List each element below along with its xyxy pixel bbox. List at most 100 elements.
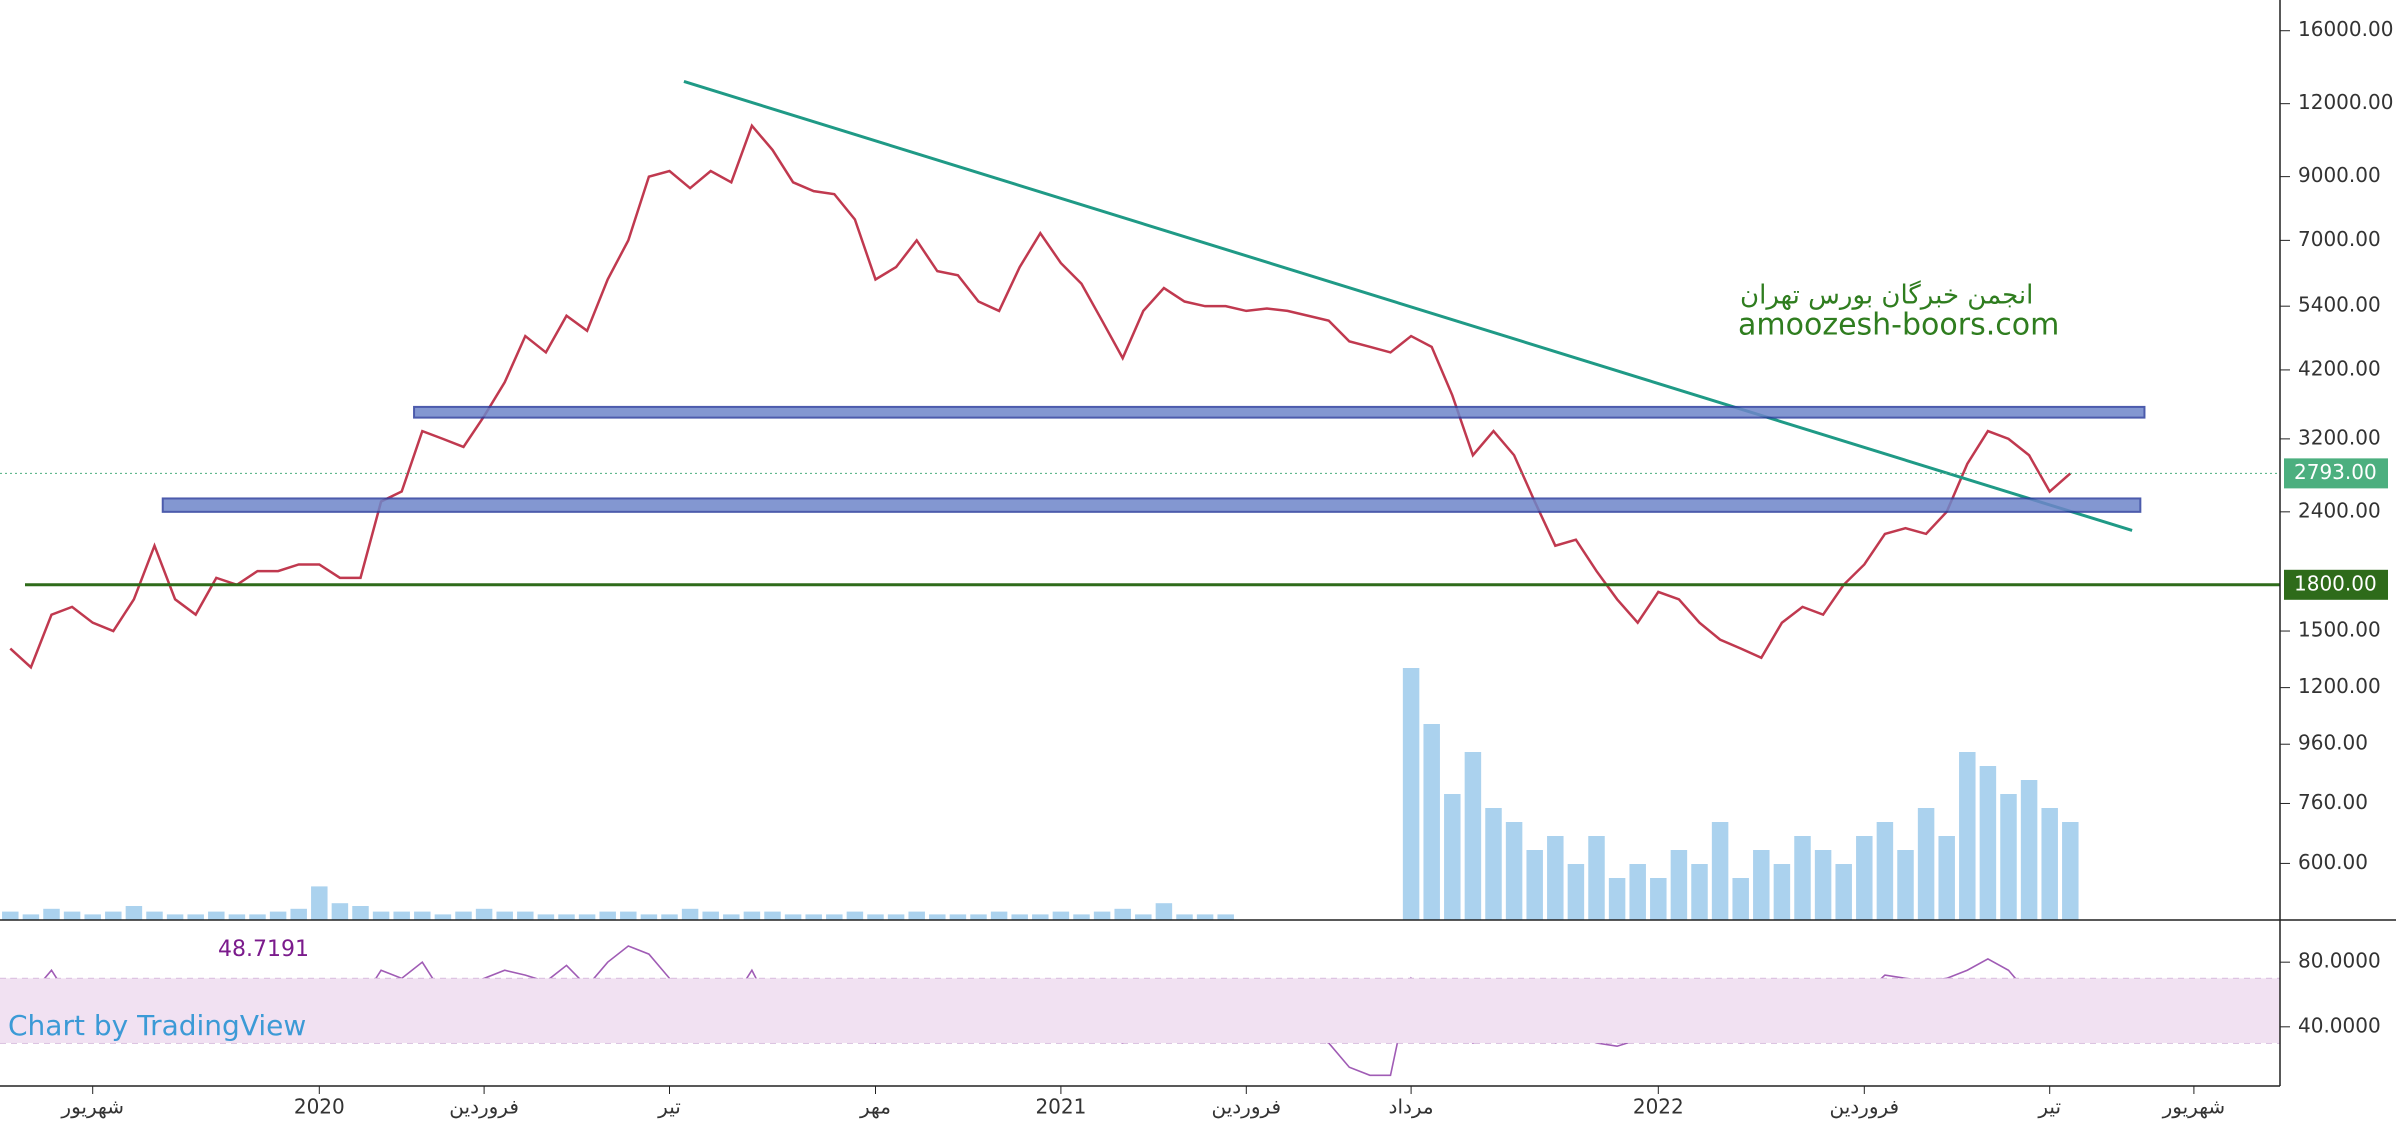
watermark-persian: انجمن خبرگان بورس تهران <box>1740 280 2033 311</box>
volume-bar <box>1959 752 1976 920</box>
x-tick-label: شهریور <box>60 1095 124 1119</box>
volume-bar <box>826 914 843 920</box>
volume-bar <box>970 914 987 920</box>
x-tick-label: فروردین <box>449 1095 519 1119</box>
volume-bar <box>311 886 328 920</box>
y-tick-label: 760.00 <box>2298 790 2368 814</box>
volume-bar <box>372 911 390 920</box>
y-tick-label: 3200.00 <box>2298 425 2381 449</box>
x-tick-label: فروردین <box>1211 1095 1281 1119</box>
x-tick-label: مهر <box>859 1095 891 1119</box>
volume-bar <box>640 914 658 920</box>
price-label: 2793.00 <box>2294 460 2377 484</box>
volume-bar <box>1979 766 1997 920</box>
volume-bar <box>434 914 452 920</box>
volume-bar <box>208 911 225 920</box>
volume-bar <box>1567 864 1585 920</box>
y-tick-label: 1200.00 <box>2298 674 2381 698</box>
volume-bar <box>105 911 122 920</box>
volume-bar <box>1073 914 1090 920</box>
trendline <box>683 79 2133 532</box>
volume-bar <box>125 906 143 920</box>
y-tick-label: 7000.00 <box>2298 227 2381 251</box>
y-tick-label: 5400.00 <box>2298 293 2381 317</box>
volume-bar <box>887 914 905 920</box>
volume-bar <box>764 911 781 920</box>
volume-bar <box>1794 836 1811 920</box>
price-line <box>9 123 2072 670</box>
volume-bar <box>1856 836 1873 920</box>
volume-bar <box>929 914 946 920</box>
volume-bar <box>63 911 81 920</box>
volume-bar <box>187 914 204 920</box>
volume-bar <box>2020 780 2038 920</box>
zone <box>161 497 2142 513</box>
volume-bar <box>43 908 60 920</box>
volume-bar <box>475 908 493 920</box>
volume-bar <box>1917 808 1935 920</box>
volume-bar <box>166 914 184 920</box>
volume-bar <box>681 908 699 920</box>
x-tick-label: فروردین <box>1829 1095 1899 1119</box>
x-tick-label: 2022 <box>1633 1095 1684 1119</box>
volume-bar <box>1938 836 1955 920</box>
volume-bar <box>1444 794 1461 920</box>
y-tick-label: 2400.00 <box>2298 498 2381 522</box>
rsi-tick-label: 40.0000 <box>2298 1013 2381 1037</box>
volume-bar <box>1732 878 1749 920</box>
volume-bar <box>578 914 596 920</box>
volume-bar <box>1505 822 1523 920</box>
volume-bar <box>599 911 616 920</box>
volume-bar <box>1876 822 1894 920</box>
x-tick-label: 2021 <box>1035 1095 1086 1119</box>
rsi-value: 48.7191 <box>218 937 309 962</box>
volume-bar <box>1650 878 1667 920</box>
credit: Chart by TradingView <box>8 1009 306 1042</box>
volume-bar <box>1629 864 1646 920</box>
volume-bar <box>743 911 761 920</box>
volume-bar <box>1402 668 1420 920</box>
volume-bar <box>1114 908 1131 920</box>
volume-bar <box>1711 822 1729 920</box>
volume-bar <box>537 914 555 920</box>
volume-bar <box>1608 878 1626 920</box>
volume-bar <box>249 914 266 920</box>
volume-bar <box>84 914 101 920</box>
rsi-band <box>0 978 2280 1043</box>
volume-bar <box>1814 850 1832 920</box>
volume-bar <box>146 911 163 920</box>
volume-bar <box>1485 808 1502 920</box>
volume-bar <box>331 903 349 920</box>
volume-bar <box>1423 724 1440 920</box>
volume-bar <box>620 911 637 920</box>
volume-bar <box>1897 850 1914 920</box>
volume-bar <box>1032 914 1049 920</box>
volume-bar <box>2041 808 2058 920</box>
rsi-tick-label: 80.0000 <box>2298 949 2381 973</box>
volume-bar <box>22 914 40 920</box>
volume-bar <box>661 914 678 920</box>
volume-bar <box>1176 914 1193 920</box>
volume-bar <box>496 911 513 920</box>
price-label: 1800.00 <box>2294 571 2377 595</box>
volume-bar <box>228 914 246 920</box>
volume-bar <box>1464 752 1482 920</box>
volume-bar <box>2 911 19 920</box>
volume-bar <box>805 914 822 920</box>
x-tick-label: تیر <box>657 1095 681 1119</box>
y-tick-label: 1500.00 <box>2298 618 2381 642</box>
price-label-box <box>2284 458 2388 489</box>
volume-bar <box>1773 864 1791 920</box>
volume-bar <box>1753 850 1770 920</box>
volume-bar <box>702 911 719 920</box>
volume-bar <box>352 906 369 920</box>
volume-bar <box>1691 864 1708 920</box>
y-tick-label: 16000.00 <box>2298 17 2393 41</box>
volume-bar <box>1526 850 1543 920</box>
volume-bar <box>1052 911 1070 920</box>
x-tick-label: شهریور <box>2162 1095 2226 1119</box>
volume-bar <box>908 911 925 920</box>
volume-bar <box>1835 864 1852 920</box>
volume-bar <box>1011 914 1028 920</box>
